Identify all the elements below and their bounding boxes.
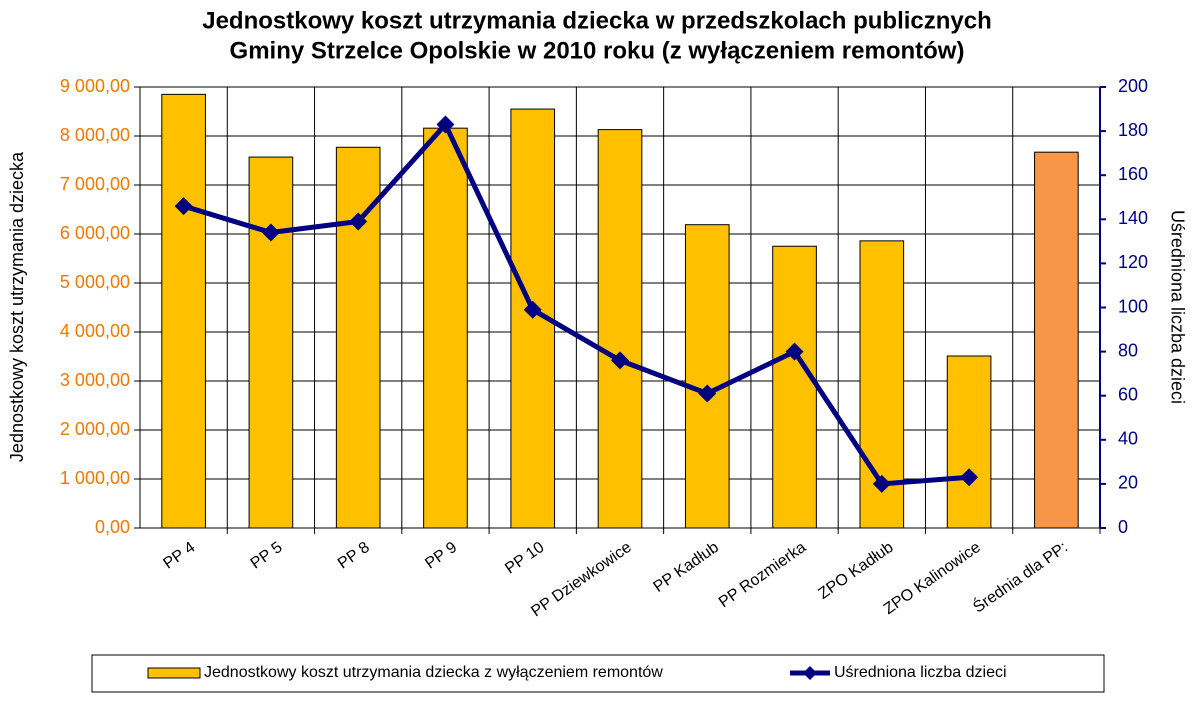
x-tick-label: PP 8 <box>335 539 373 573</box>
y2-tick-label: 120 <box>1118 252 1148 272</box>
y2-tick-label: 60 <box>1118 384 1138 404</box>
y2-tick-label: 80 <box>1118 340 1138 360</box>
y-tick-label: 7 000,00 <box>60 174 130 194</box>
y2-tick-label: 20 <box>1118 473 1138 493</box>
y-tick-label: 2 000,00 <box>60 419 130 439</box>
line-marker <box>698 384 717 403</box>
x-tick-label: Średnia dla PP: <box>969 537 1071 616</box>
x-tick-label: PP 10 <box>502 539 547 578</box>
y2-tick-label: 200 <box>1118 76 1148 96</box>
bar <box>1034 151 1079 529</box>
line-marker <box>349 212 368 231</box>
bar <box>161 93 206 529</box>
legend-label: Jednostkowy koszt utrzymania dziecka z w… <box>204 664 663 681</box>
y-tick-label: 5 000,00 <box>60 272 130 292</box>
chart-title: Gminy Strzelce Opolskie w 2010 roku (z w… <box>230 37 965 64</box>
x-tick-label: PP 4 <box>160 539 198 573</box>
y-tick-label: 1 000,00 <box>60 468 130 488</box>
line-marker <box>261 223 280 242</box>
x-tick-label: ZPO Kalinowice <box>881 539 984 618</box>
y2-tick-label: 100 <box>1118 296 1148 316</box>
y2-tick-label: 40 <box>1118 429 1138 449</box>
bar <box>684 224 730 529</box>
legend <box>91 654 1105 693</box>
bar <box>248 156 294 529</box>
y2-tick-label: 180 <box>1118 120 1148 140</box>
bar <box>946 355 992 529</box>
y2-tick-label: 0 <box>1118 517 1128 537</box>
x-tick-label: PP 9 <box>422 539 460 573</box>
bar <box>597 129 643 529</box>
y2-axis-label: Uśredniona liczba dzieci <box>1167 210 1187 404</box>
x-tick-label: PP Rozmierka <box>716 539 809 611</box>
chart-title: Jednostkowy koszt utrzymania dziecka w p… <box>202 7 992 34</box>
line-marker <box>436 115 455 134</box>
line-marker <box>523 300 542 319</box>
y-tick-label: 9 000,00 <box>60 76 130 96</box>
line-marker <box>872 474 891 493</box>
line-marker <box>785 342 804 361</box>
x-tick-label: PP 5 <box>248 539 286 573</box>
x-tick-label: PP Kadłub <box>651 539 723 596</box>
x-tick-label: ZPO Kadłub <box>815 539 896 603</box>
y-tick-label: 0,00 <box>95 517 130 537</box>
y-tick-label: 6 000,00 <box>60 223 130 243</box>
y-axis-label: Jednostkowy koszt utrzymania dziecka <box>7 151 27 462</box>
line-marker <box>960 468 979 487</box>
bar <box>772 245 817 529</box>
legend-marker <box>803 666 817 680</box>
y-tick-label: 8 000,00 <box>60 125 130 145</box>
legend-swatch <box>147 667 201 679</box>
bar <box>423 127 468 529</box>
legend-label: Uśredniona liczba dzieci <box>834 664 1007 681</box>
y-tick-label: 4 000,00 <box>60 321 130 341</box>
line-marker <box>611 351 629 370</box>
y2-tick-label: 160 <box>1118 164 1148 184</box>
bar <box>335 146 381 529</box>
line-marker <box>174 197 193 216</box>
y2-tick-label: 140 <box>1118 208 1148 228</box>
y-tick-label: 3 000,00 <box>60 370 130 390</box>
line <box>182 121 970 487</box>
